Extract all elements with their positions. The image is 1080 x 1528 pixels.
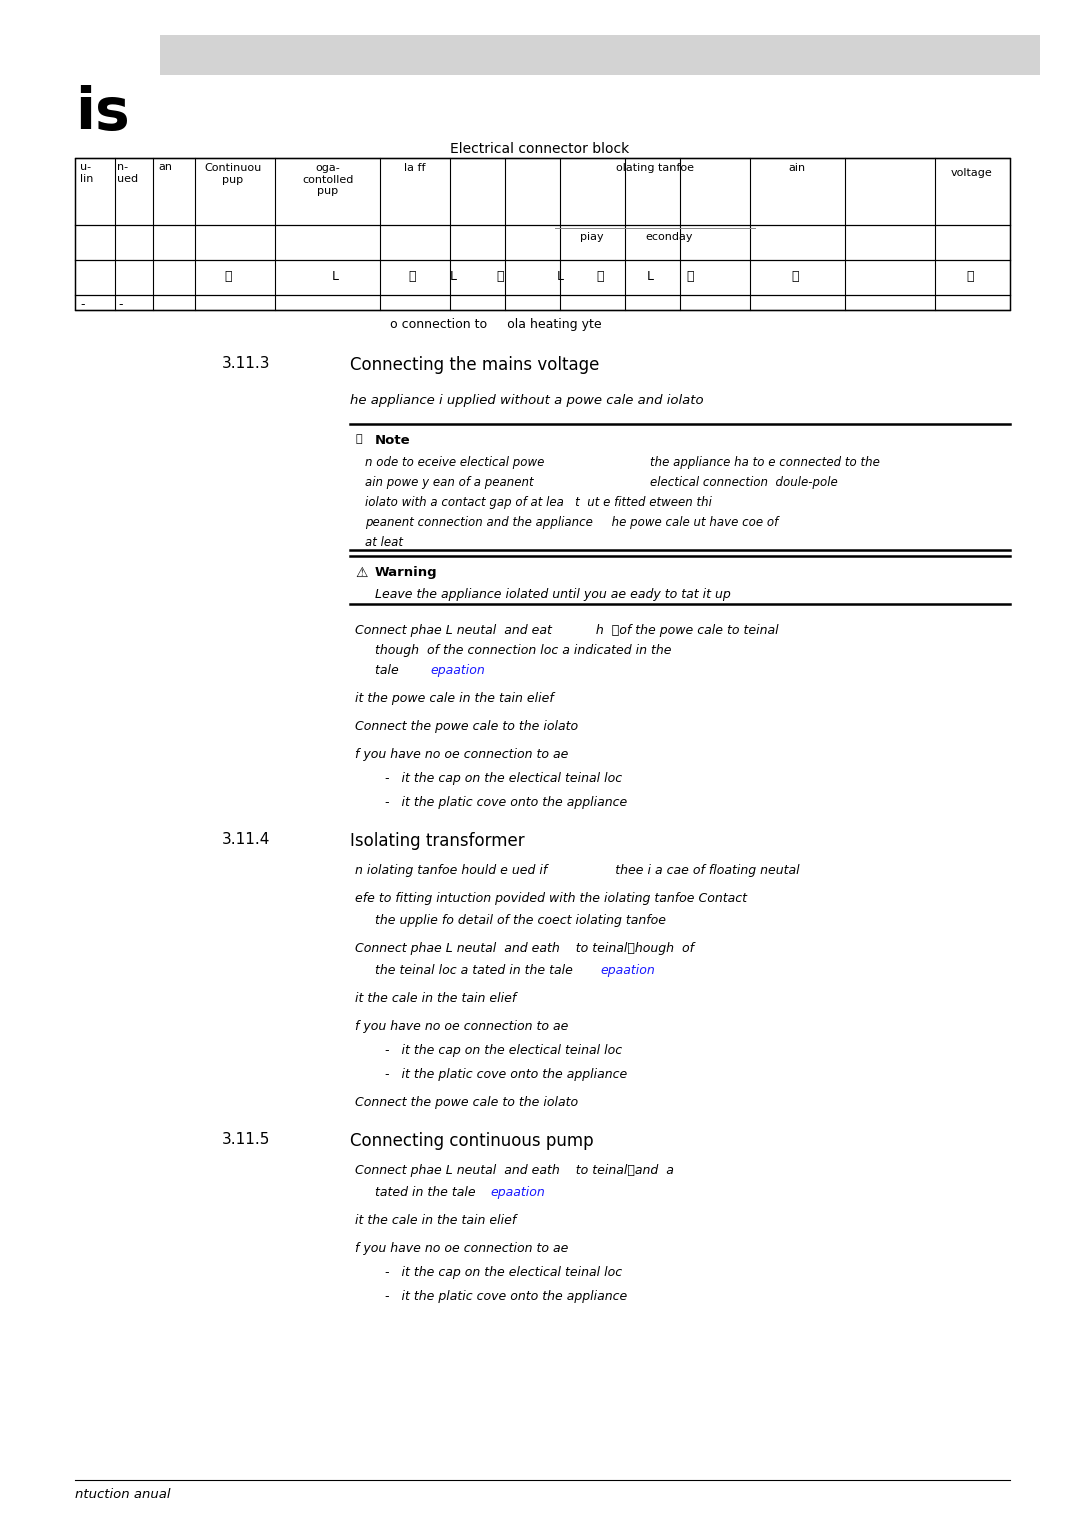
Text: oga-
contolled
pup: oga- contolled pup bbox=[302, 163, 353, 196]
Text: f you have no oe connection to ae: f you have no oe connection to ae bbox=[355, 1242, 568, 1254]
Text: an: an bbox=[158, 162, 172, 173]
Text: 3.11.5: 3.11.5 bbox=[222, 1132, 270, 1148]
Text: ⏚: ⏚ bbox=[967, 270, 974, 283]
Text: Connect phae L neutal  and eat           h  ⏚of the powe cale to teinal: Connect phae L neutal and eat h ⏚of the … bbox=[355, 623, 779, 637]
Text: u-
lin: u- lin bbox=[80, 162, 93, 183]
Text: ⏚: ⏚ bbox=[496, 270, 503, 283]
Text: is: is bbox=[75, 86, 130, 142]
Text: L: L bbox=[556, 270, 564, 283]
Text: -   it the platic cove onto the appliance: - it the platic cove onto the appliance bbox=[384, 1068, 627, 1080]
Text: ⏚: ⏚ bbox=[408, 270, 416, 283]
Text: 🔖: 🔖 bbox=[355, 434, 362, 445]
Text: Warning: Warning bbox=[375, 565, 437, 579]
Text: -   it the cap on the electical teinal loc: - it the cap on the electical teinal loc bbox=[384, 772, 622, 785]
Text: the upplie fo detail of the coect iolating tanfoe: the upplie fo detail of the coect iolati… bbox=[375, 914, 666, 927]
Text: Connect the powe cale to the iolato: Connect the powe cale to the iolato bbox=[355, 1096, 578, 1109]
Text: f you have no oe connection to ae: f you have no oe connection to ae bbox=[355, 749, 568, 761]
Text: la ff: la ff bbox=[404, 163, 426, 173]
Text: ⏚: ⏚ bbox=[225, 270, 232, 283]
Text: -   it the cap on the electical teinal loc: - it the cap on the electical teinal loc bbox=[384, 1267, 622, 1279]
Text: the appliance ha to e connected to the: the appliance ha to e connected to the bbox=[650, 455, 880, 469]
Text: Continuou
pup: Continuou pup bbox=[204, 163, 261, 185]
Text: Note: Note bbox=[375, 434, 410, 448]
Text: o connection to     ola heating yte: o connection to ola heating yte bbox=[390, 318, 602, 332]
Text: ain powe y ean of a peanent: ain powe y ean of a peanent bbox=[365, 477, 534, 489]
Text: n-
ued: n- ued bbox=[117, 162, 138, 183]
Text: electical connection  doule-pole: electical connection doule-pole bbox=[650, 477, 838, 489]
Text: ⏚: ⏚ bbox=[686, 270, 693, 283]
Text: ⏚: ⏚ bbox=[596, 270, 604, 283]
Text: it the powe cale in the tain elief: it the powe cale in the tain elief bbox=[355, 692, 554, 704]
Text: L: L bbox=[332, 270, 338, 283]
Text: voltage: voltage bbox=[951, 168, 993, 177]
Text: epaation: epaation bbox=[600, 964, 654, 976]
Text: -   it the platic cove onto the appliance: - it the platic cove onto the appliance bbox=[384, 1290, 627, 1303]
Text: at leat: at leat bbox=[365, 536, 403, 549]
Text: -: - bbox=[118, 298, 122, 312]
Text: piay: piay bbox=[580, 232, 604, 241]
Text: 3.11.4: 3.11.4 bbox=[222, 833, 270, 847]
Text: ⏚: ⏚ bbox=[792, 270, 799, 283]
Text: Leave the appliance iolated until you ae eady to tat it up: Leave the appliance iolated until you ae… bbox=[375, 588, 731, 601]
Bar bbox=[75, 157, 1010, 310]
Text: Connecting the mains voltage: Connecting the mains voltage bbox=[350, 356, 599, 374]
Text: tated in the tale: tated in the tale bbox=[375, 1186, 491, 1199]
Text: ntuction anual: ntuction anual bbox=[75, 1488, 171, 1500]
Text: econday: econday bbox=[645, 232, 692, 241]
Text: it the cale in the tain elief: it the cale in the tain elief bbox=[355, 992, 516, 1005]
Text: f you have no oe connection to ae: f you have no oe connection to ae bbox=[355, 1021, 568, 1033]
Text: n ode to eceive electical powe: n ode to eceive electical powe bbox=[365, 455, 544, 469]
Text: Connect phae L neutal  and eath    to teinal⏚hough  of: Connect phae L neutal and eath to teinal… bbox=[355, 941, 694, 955]
Text: Isolating transformer: Isolating transformer bbox=[350, 833, 525, 850]
Text: Electrical connector block: Electrical connector block bbox=[450, 142, 630, 156]
Text: epaation: epaation bbox=[490, 1186, 544, 1199]
Text: -   it the platic cove onto the appliance: - it the platic cove onto the appliance bbox=[384, 796, 627, 808]
Text: ain: ain bbox=[788, 163, 806, 173]
Text: efe to fitting intuction povided with the iolating tanfoe Contact: efe to fitting intuction povided with th… bbox=[355, 892, 747, 905]
Text: 3.11.3: 3.11.3 bbox=[222, 356, 270, 371]
Text: though  of the connection loc a indicated in the: though of the connection loc a indicated… bbox=[375, 643, 672, 657]
Text: iolato with a contact gap of at lea   t  ut e fitted etween thi: iolato with a contact gap of at lea t ut… bbox=[365, 497, 712, 509]
Text: L: L bbox=[449, 270, 457, 283]
Text: it the cale in the tain elief: it the cale in the tain elief bbox=[355, 1215, 516, 1227]
Text: he appliance i upplied without a powe cale and iolato: he appliance i upplied without a powe ca… bbox=[350, 394, 704, 406]
Text: -   it the cap on the electical teinal loc: - it the cap on the electical teinal loc bbox=[384, 1044, 622, 1057]
Text: peanent connection and the appliance     he powe cale ut have coe of: peanent connection and the appliance he … bbox=[365, 516, 779, 529]
Text: ⚠: ⚠ bbox=[355, 565, 367, 581]
Text: epaation: epaation bbox=[430, 665, 485, 677]
Text: -: - bbox=[80, 298, 84, 312]
Text: Connect the powe cale to the iolato: Connect the powe cale to the iolato bbox=[355, 720, 578, 733]
Bar bbox=[160, 35, 1040, 75]
Text: n iolating tanfoe hould e ued if                 thee i a cae of floating neutal: n iolating tanfoe hould e ued if thee i … bbox=[355, 863, 799, 877]
Text: tale: tale bbox=[375, 665, 415, 677]
Text: the teinal loc a tated in the tale: the teinal loc a tated in the tale bbox=[375, 964, 612, 976]
Text: olating tanfoe: olating tanfoe bbox=[616, 163, 694, 173]
Text: L: L bbox=[647, 270, 653, 283]
Text: Connecting continuous pump: Connecting continuous pump bbox=[350, 1132, 594, 1151]
Text: Connect phae L neutal  and eath    to teinal⏚and  a: Connect phae L neutal and eath to teinal… bbox=[355, 1164, 674, 1177]
